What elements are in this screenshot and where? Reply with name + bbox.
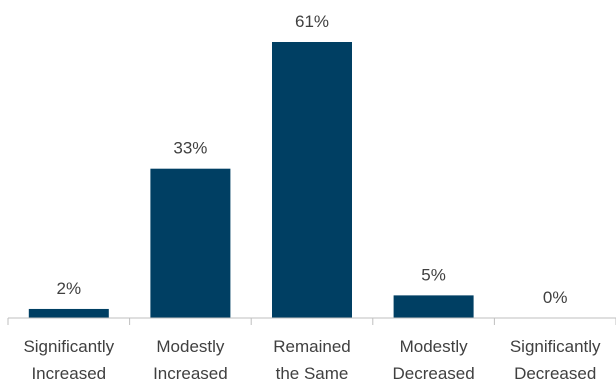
data-label: 0% [543,288,568,307]
x-axis-ticks [7,318,616,325]
data-label: 5% [421,265,446,284]
category-label: the Same [276,364,349,383]
category-label: Significantly [510,337,601,356]
bars-group [28,42,474,318]
bar [150,168,231,318]
bar [393,295,474,318]
data-label: 2% [57,279,82,298]
category-label: Increased [153,364,228,383]
category-label: Modestly [156,337,225,356]
data-label: 33% [173,139,207,158]
category-label: Increased [31,364,106,383]
data-labels-group: 2% 33% 61% 5% 0% [57,12,568,307]
category-label: Decreased [392,364,474,383]
bar [28,308,109,318]
category-label: Decreased [514,364,596,383]
category-label: Modestly [400,337,469,356]
data-label: 61% [295,12,329,31]
bar [272,42,352,318]
category-labels-group: Significantly Increased Modestly Increased R… [23,337,601,383]
category-label: Significantly [23,337,114,356]
category-label: Remained [273,337,351,356]
